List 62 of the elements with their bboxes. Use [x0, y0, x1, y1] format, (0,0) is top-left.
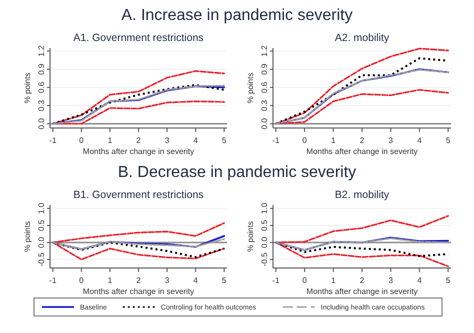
- x-tick-label: 2: [136, 136, 142, 145]
- y-tick-label: 1.0: [260, 202, 269, 214]
- x-axis-title: Months after change in severity: [82, 287, 194, 296]
- chart-subtitle: B2. mobility: [334, 189, 390, 201]
- x-tick-label: 1: [108, 136, 113, 145]
- y-tick-label: -0.5: [260, 252, 269, 266]
- y-axis-title: % points: [23, 72, 32, 104]
- x-tick-label: 1: [108, 276, 113, 285]
- line-series: [52, 235, 226, 250]
- y-tick-label: 0.0: [260, 236, 269, 248]
- x-tick-label: 5: [446, 276, 451, 285]
- x-tick-label: -1: [272, 136, 280, 145]
- x-tick-label: 2: [360, 136, 365, 145]
- y-tick-label: 1.2: [260, 44, 269, 57]
- x-axis-title: Months after change in severity: [82, 147, 194, 156]
- y-tick-label: -0.5: [37, 252, 46, 266]
- x-tick-label: 4: [193, 276, 198, 285]
- x-tick-label: 1: [331, 136, 336, 145]
- x-tick-label: 4: [417, 136, 422, 145]
- y-tick-label: 0.6: [37, 81, 46, 93]
- chart-subtitle: B1. Government restrictions: [73, 189, 204, 201]
- y-tick-label: 0.9: [260, 63, 269, 75]
- chart-subtitle: A1. Government restrictions: [73, 32, 204, 44]
- x-tick-label: 4: [193, 136, 198, 145]
- y-tick-label: 0.6: [260, 81, 269, 93]
- x-tick-label: 0: [302, 136, 308, 145]
- line-series: [52, 238, 225, 250]
- y-axis-title: % points: [246, 221, 255, 252]
- x-tick-label: 5: [222, 136, 227, 145]
- y-tick-label: 0.0: [260, 118, 269, 130]
- chart-subtitle: A2. mobility: [334, 32, 390, 44]
- y-tick-label: 0.0: [37, 118, 46, 130]
- y-tick-label: 0.0: [37, 236, 46, 248]
- y-axis-title: % points: [23, 221, 32, 252]
- x-tick-label: -1: [49, 276, 57, 285]
- x-tick-label: 0: [302, 276, 308, 285]
- text: A. Increase in pandemic severity: [121, 7, 353, 24]
- y-tick-label: 0.3: [260, 99, 269, 112]
- x-tick-label: 1: [331, 276, 336, 285]
- x-tick-label: 2: [360, 276, 365, 285]
- x-tick-label: 3: [388, 276, 394, 285]
- x-tick-label: -1: [272, 276, 280, 285]
- y-tick-label: 1.0: [37, 202, 46, 214]
- y-tick-label: 0.5: [260, 219, 269, 231]
- x-axis-title: Months after change in severity: [306, 147, 418, 156]
- x-tick-label: 3: [164, 136, 170, 145]
- x-tick-label: 4: [417, 276, 422, 285]
- x-tick-label: 0: [79, 136, 84, 145]
- x-tick-label: 2: [136, 276, 142, 285]
- x-tick-label: 5: [222, 276, 227, 285]
- x-tick-label: -1: [49, 136, 57, 145]
- x-tick-label: 3: [388, 136, 394, 145]
- y-tick-label: 0.9: [37, 63, 46, 75]
- x-tick-label: 3: [164, 276, 170, 285]
- y-tick-label: 0.5: [37, 219, 46, 231]
- y-tick-label: 1.2: [37, 44, 46, 57]
- x-axis-title: Months after change in severity: [306, 287, 418, 296]
- y-tick-label: 0.3: [37, 99, 46, 112]
- text: B. Decrease in pandemic severity: [118, 164, 356, 181]
- x-tick-label: 5: [446, 136, 451, 145]
- y-axis-title: % points: [246, 72, 255, 104]
- x-tick-label: 0: [79, 276, 84, 285]
